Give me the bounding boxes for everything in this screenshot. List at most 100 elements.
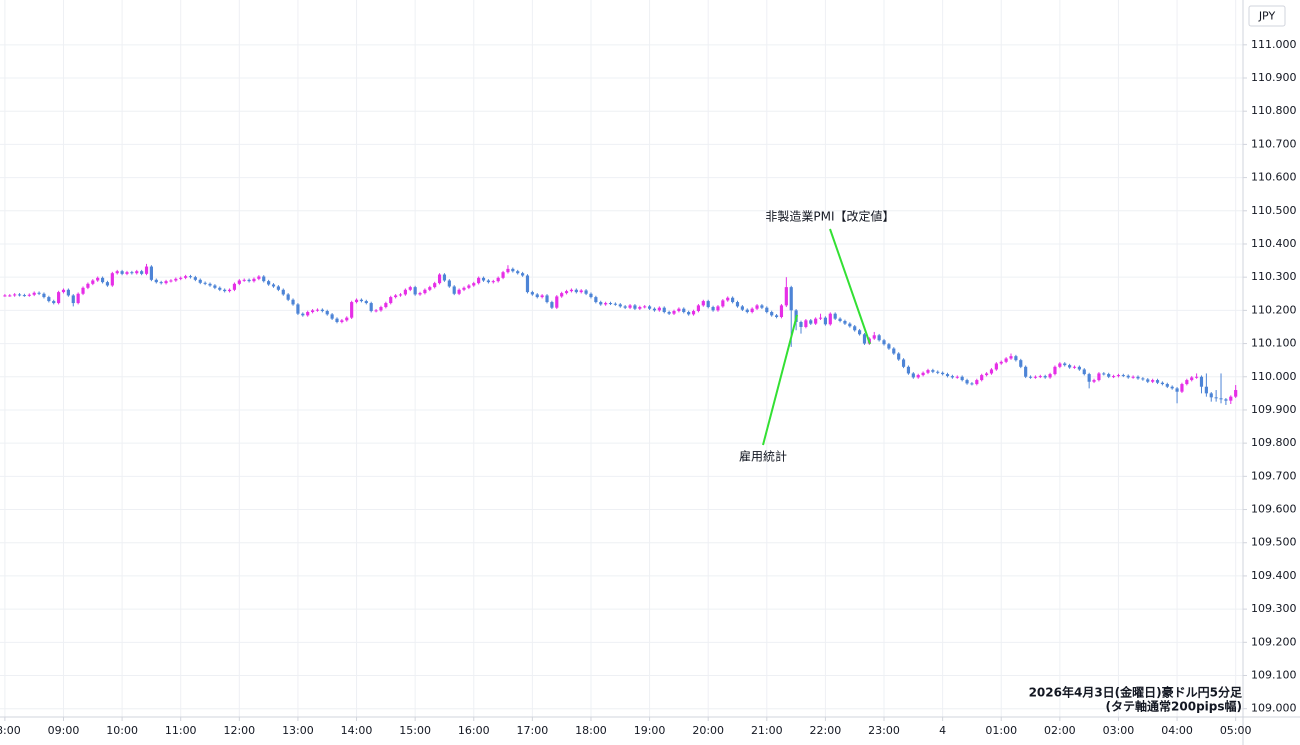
candle-body [237,280,241,284]
candle-body [100,277,105,283]
candle-body [574,289,578,293]
y-tick-label: 110.300 [1251,270,1297,283]
candle-body [623,306,627,308]
candle-body [472,283,476,286]
candle-body [286,294,290,300]
candle-body [76,293,80,304]
candle-body [120,271,124,274]
y-tick-label: 110.000 [1251,370,1297,383]
candle-body [706,301,710,308]
x-tick-label: 20:00 [692,724,724,737]
candle-body [965,380,969,384]
candle-body [916,375,920,378]
candle-body [232,283,237,290]
x-tick-label: 03:00 [1103,724,1135,737]
candle-body [257,276,261,279]
candle-body [1146,379,1150,382]
candle-body [1102,373,1106,375]
candle-body [179,277,183,279]
candle-body [579,290,583,293]
x-tick-label: 15:00 [399,724,431,737]
candle-body [691,311,696,315]
y-tick-label: 109.900 [1251,403,1297,416]
candle-body [13,294,17,296]
candle-body [301,313,305,316]
candle-body [208,283,212,286]
candle-body [662,307,666,313]
candle-body [125,272,129,274]
candle-body [774,315,779,318]
candle-body [1014,356,1018,361]
x-tick-label: 22:00 [810,724,842,737]
candle-body [1199,376,1204,387]
candle-body [1151,380,1155,382]
candle-body [320,309,324,312]
candle-body [618,304,622,307]
candle-body [911,373,915,378]
candle-body [1185,380,1189,385]
candle-body [247,279,251,282]
candle-body [687,312,691,315]
candle-body [3,295,7,297]
candle-body [516,271,520,274]
candle-body [999,361,1003,364]
candle-body [647,306,652,309]
candle-body [486,280,490,283]
candle-body [1053,366,1057,375]
candle-body [1190,377,1194,381]
candle-body [750,308,754,313]
y-tick-label: 110.500 [1251,204,1297,217]
candle-body [1155,380,1160,383]
candle-body [252,278,256,282]
candle-body [1009,356,1013,359]
candle-body [130,272,134,274]
y-tick-label: 109.500 [1251,536,1297,549]
candle-body [833,313,837,319]
candle-body [1028,376,1033,378]
candle-body [477,277,481,284]
candle-body [1038,376,1042,378]
candle-body [276,286,280,290]
candle-body [740,306,744,310]
candle-body [1048,374,1052,378]
candle-body [1111,376,1116,378]
candle-body [1175,388,1179,392]
candle-body [1141,378,1145,380]
candle-body [1058,363,1062,367]
candle-body [364,301,368,304]
candle-body [789,287,793,311]
candle-body [1160,382,1164,385]
candle-body [1209,393,1213,398]
candle-body [408,287,412,290]
candle-body [540,295,544,298]
x-tick-label: 10:00 [106,724,138,737]
candle-body [96,277,100,281]
candle-body [61,289,66,293]
candle-body [267,281,271,285]
candle-body [398,294,403,296]
candle-body [81,287,85,294]
candle-body [1219,398,1223,400]
x-tick-label: 12:00 [223,724,255,737]
candle-body [66,289,70,296]
candle-body [325,311,329,315]
candle-body [696,305,701,312]
candle-body [799,321,803,327]
candle-body [413,287,417,295]
y-tick-label: 110.100 [1251,337,1297,350]
y-tick-label: 111.000 [1251,38,1297,51]
candles [3,263,1238,405]
candle-body [27,294,31,296]
candle-body [394,295,398,298]
candle-body [584,290,588,294]
candle-body [457,289,461,294]
candle-body [262,276,266,282]
candle-body [110,273,114,286]
candle-body [501,272,505,278]
candle-body [433,283,437,288]
candle-body [359,299,364,302]
candle-body [8,295,12,297]
candle-body [731,297,735,303]
caption: 2026年4月3日(金曜日)豪ドル円5分足 [1029,685,1242,700]
